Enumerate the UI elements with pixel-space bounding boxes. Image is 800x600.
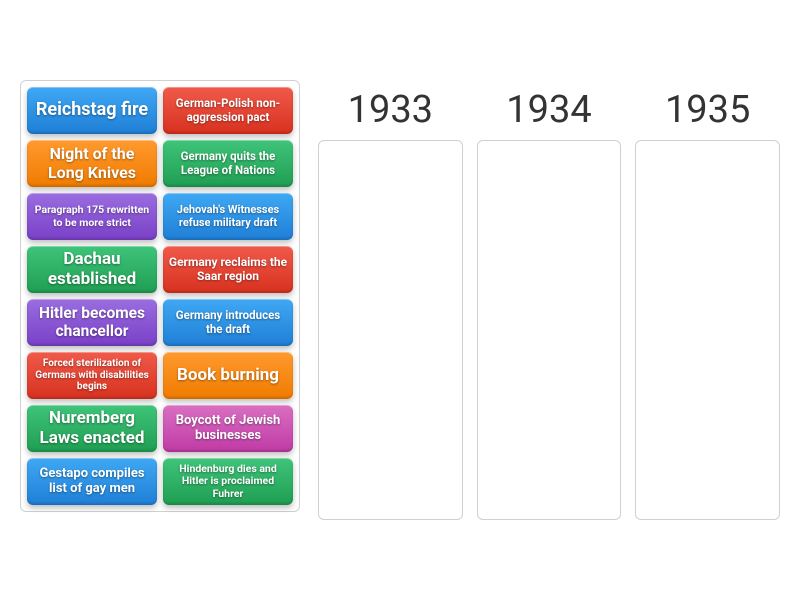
draggable-tile[interactable]: Germany introduces the draft	[163, 299, 293, 346]
drop-column: 1934	[477, 80, 622, 520]
drop-column: 1933	[318, 80, 463, 520]
draggable-tile[interactable]: Hitler becomes chancellor	[27, 299, 157, 346]
draggable-tile[interactable]: Germany quits the League of Nations	[163, 140, 293, 187]
draggable-tile[interactable]: Jehovah's Witnesses refuse military draf…	[163, 193, 293, 240]
drop-column-header: 1934	[477, 80, 622, 140]
tile-label: Hindenburg dies and Hitler is proclaimed…	[167, 463, 289, 499]
tile-label: Forced sterilization of Germans with dis…	[31, 358, 153, 393]
draggable-tile[interactable]: Boycott of Jewish businesses	[163, 405, 293, 452]
tile-label: Dachau established	[31, 250, 153, 289]
draggable-tile[interactable]: Dachau established	[27, 246, 157, 293]
tile-label: Gestapo compiles list of gay men	[31, 467, 153, 497]
draggable-tile[interactable]: Hindenburg dies and Hitler is proclaimed…	[163, 458, 293, 505]
drop-target[interactable]	[477, 140, 622, 520]
draggable-tile[interactable]: German-Polish non-aggression pact	[163, 87, 293, 134]
draggable-tile[interactable]: Night of the Long Knives	[27, 140, 157, 187]
tile-label: Jehovah's Witnesses refuse military draf…	[167, 204, 289, 229]
draggable-tile[interactable]: Paragraph 175 rewritten to be more stric…	[27, 193, 157, 240]
tile-label: Night of the Long Knives	[31, 145, 153, 182]
drop-column-header: 1935	[635, 80, 780, 140]
draggable-tile[interactable]: Germany reclaims the Saar region	[163, 246, 293, 293]
tile-label: Boycott of Jewish businesses	[167, 414, 289, 444]
tile-label: Germany reclaims the Saar region	[167, 256, 289, 284]
tile-label: Germany introduces the draft	[167, 309, 289, 335]
draggable-tile[interactable]: Reichstag fire	[27, 87, 157, 134]
draggable-tile[interactable]: Book burning	[163, 352, 293, 399]
drop-column-header: 1933	[318, 80, 463, 140]
tile-source-panel: Reichstag fire German-Polish non-aggressi…	[20, 80, 300, 512]
tile-label: Reichstag fire	[36, 100, 148, 121]
drop-column: 1935	[635, 80, 780, 520]
tile-label: German-Polish non-aggression pact	[167, 97, 289, 123]
draggable-tile[interactable]: Gestapo compiles list of gay men	[27, 458, 157, 505]
tile-label: Book burning	[177, 366, 279, 386]
tile-label: Germany quits the League of Nations	[167, 150, 289, 176]
drop-target[interactable]	[318, 140, 463, 520]
drop-target[interactable]	[635, 140, 780, 520]
drop-area: 193319341935	[318, 80, 780, 520]
activity-container: Reichstag fire German-Polish non-aggressi…	[0, 0, 800, 540]
tile-label: Paragraph 175 rewritten to be more stric…	[31, 204, 153, 228]
tile-label: Hitler becomes chancellor	[31, 305, 153, 341]
tile-label: Nuremberg Laws enacted	[31, 409, 153, 448]
draggable-tile[interactable]: Nuremberg Laws enacted	[27, 405, 157, 452]
draggable-tile[interactable]: Forced sterilization of Germans with dis…	[27, 352, 157, 399]
